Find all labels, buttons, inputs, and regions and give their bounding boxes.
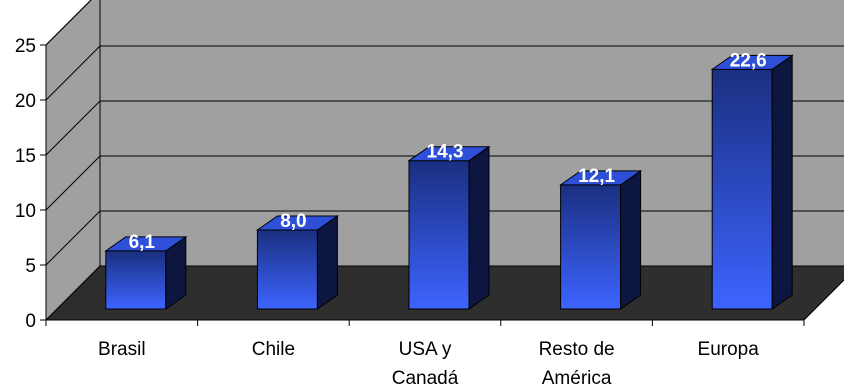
bar-top [710,54,794,70]
bar-front [408,160,470,310]
category-label: Europa [698,339,760,360]
data-label: 6,1 [129,232,156,253]
bar-front [256,229,318,310]
category-label-line: América [542,368,612,389]
bar [255,215,339,310]
bar-top [559,170,643,186]
data-label: 8,0 [280,211,306,232]
gridline [45,0,92,46]
y-tick-label: 5 [25,256,36,277]
bar-side [771,54,793,310]
category-label: Brasil [98,339,146,360]
bar [407,145,491,310]
category-label-line: Chile [252,339,295,360]
bar-side [468,145,490,310]
bar-top [104,236,188,252]
gridline [45,100,844,156]
data-label: 14,3 [427,142,464,163]
category-label-line: Brasil [98,339,146,360]
category-label-line: Canadá [392,368,459,389]
bar-top [407,146,491,162]
bar [104,235,188,310]
gridline [45,45,844,101]
data-label: 12,1 [578,166,615,187]
bar [710,54,794,310]
y-tick-label: 0 [25,311,36,332]
category-label-line: USA y [399,339,452,360]
bar-front [711,68,773,310]
y-tick-label: 15 [15,146,36,167]
bar-side [316,215,338,310]
bar-front [105,250,167,310]
y-tick-label: 20 [15,91,36,112]
y-tick-label: 25 [15,36,36,57]
category-label: Resto de América [539,339,615,389]
category-label-line: Europa [698,339,760,360]
y-tick-label: 10 [15,201,36,222]
data-label: 22,6 [730,50,767,71]
gridline [45,155,844,211]
category-label: USA y Canadá [392,339,459,389]
bar-side [620,169,642,310]
category-label: Chile [252,339,295,360]
bar [559,169,643,310]
category-label-line: Resto de [539,339,615,360]
bar-front [560,184,622,310]
bar-top [255,215,339,231]
side-wall [45,0,101,322]
